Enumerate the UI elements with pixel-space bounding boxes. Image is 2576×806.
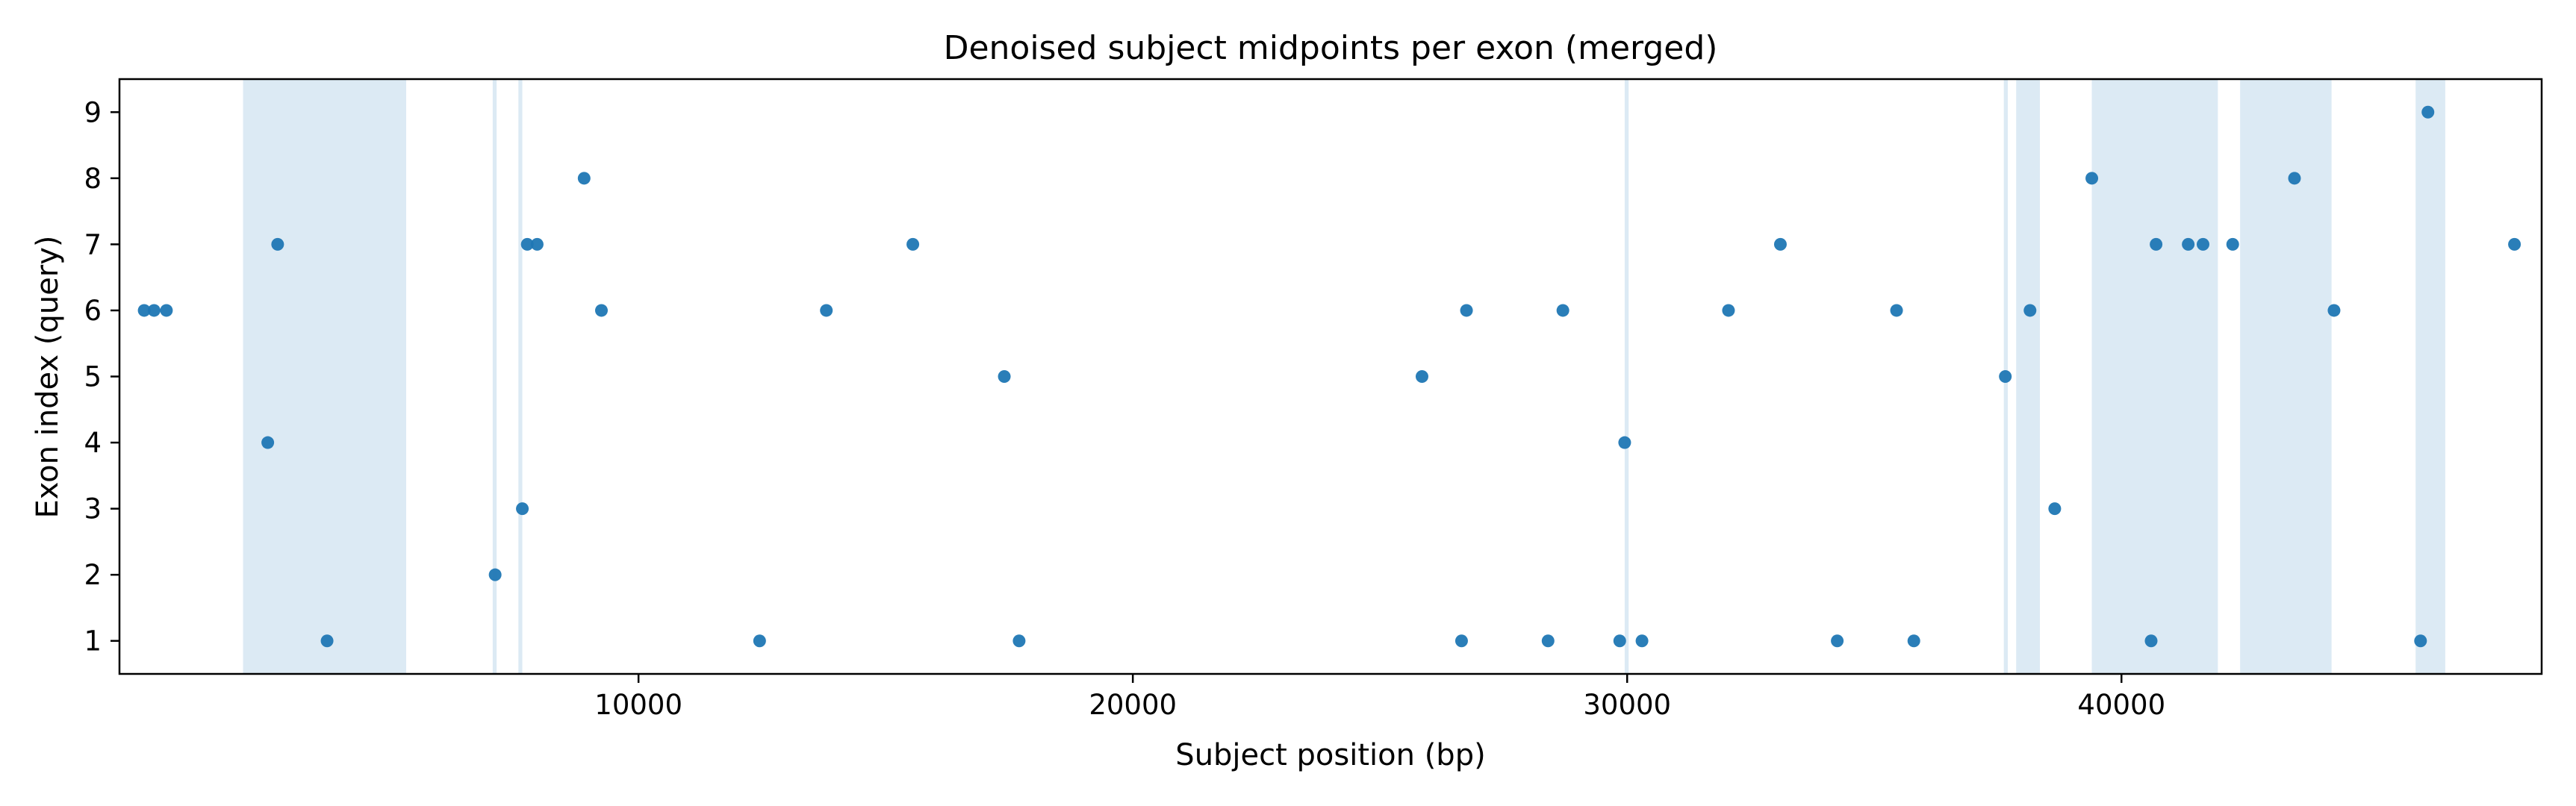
y-axis-ticks: 1 2 3 4 5 6 7 8 9 — [84, 96, 119, 657]
data-point — [520, 237, 534, 251]
data-point — [488, 568, 502, 581]
data-point — [1613, 634, 1626, 648]
shaded-region — [492, 79, 497, 674]
chart-title: Denoised subject midpoints per exon (mer… — [944, 29, 1718, 67]
data-point — [820, 304, 833, 317]
x-axis-ticks: 10000 20000 30000 40000 — [594, 674, 2165, 721]
data-point — [530, 237, 544, 251]
data-point — [2023, 304, 2037, 317]
data-point — [2508, 237, 2521, 251]
data-point — [2182, 237, 2195, 251]
x-axis-label: Subject position (bp) — [1175, 738, 1485, 772]
data-point — [1618, 436, 1631, 449]
data-point — [1890, 304, 1903, 317]
y-tick-label: 9 — [84, 96, 102, 128]
y-tick-label: 3 — [84, 493, 102, 525]
shaded-region — [243, 79, 406, 674]
shaded-region — [2091, 79, 2218, 674]
data-point — [2288, 172, 2301, 185]
y-tick-label: 1 — [84, 625, 102, 657]
data-point — [261, 436, 275, 449]
x-tick-label: 30000 — [1583, 689, 1671, 721]
data-point — [320, 634, 334, 648]
y-tick-label: 5 — [84, 361, 102, 393]
x-tick-label: 40000 — [2077, 689, 2165, 721]
y-tick-label: 2 — [84, 559, 102, 591]
y-tick-label: 4 — [84, 427, 102, 459]
data-point — [147, 304, 161, 317]
data-point — [160, 304, 173, 317]
data-point — [2197, 237, 2210, 251]
y-tick-label: 8 — [84, 163, 102, 195]
x-tick-label: 20000 — [1089, 689, 1177, 721]
data-point — [1907, 634, 1920, 648]
data-point — [1541, 634, 1555, 648]
shaded-regions — [243, 79, 2445, 674]
data-point — [1455, 634, 1468, 648]
shaded-region — [1624, 79, 1629, 674]
data-point — [577, 172, 591, 185]
data-point — [2150, 237, 2163, 251]
y-axis-label: Exon index (query) — [31, 235, 65, 518]
data-point — [1635, 634, 1649, 648]
data-point — [2414, 634, 2427, 648]
data-point — [516, 502, 529, 516]
y-tick-label: 7 — [84, 228, 102, 260]
data-point — [1831, 634, 1844, 648]
data-point — [2327, 304, 2341, 317]
data-point — [753, 634, 766, 648]
data-points — [137, 105, 2521, 648]
data-point — [998, 370, 1011, 383]
data-point — [2085, 172, 2099, 185]
data-point — [2421, 105, 2435, 119]
data-point — [1556, 304, 1569, 317]
data-point — [271, 237, 284, 251]
shaded-region — [2415, 79, 2445, 674]
data-point — [1999, 370, 2012, 383]
data-point — [137, 304, 151, 317]
y-tick-label: 6 — [84, 295, 102, 327]
x-tick-label: 10000 — [594, 689, 682, 721]
shaded-region — [518, 79, 523, 674]
data-point — [1415, 370, 1428, 383]
data-point — [1012, 634, 1026, 648]
data-point — [2226, 237, 2239, 251]
data-point — [2048, 502, 2062, 516]
data-point — [1722, 304, 1735, 317]
data-point — [2144, 634, 2158, 648]
data-point — [1460, 304, 1473, 317]
data-point — [1773, 237, 1787, 251]
shaded-region — [2016, 79, 2041, 674]
shaded-region — [2240, 79, 2332, 674]
data-point — [906, 237, 920, 251]
data-point — [594, 304, 608, 317]
